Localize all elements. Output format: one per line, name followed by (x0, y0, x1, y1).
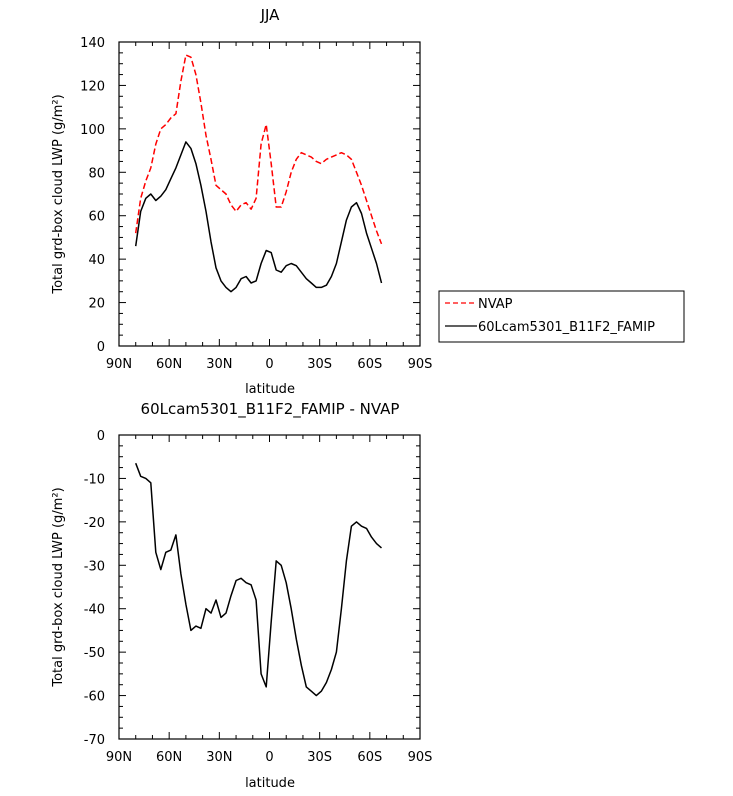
legend: NVAP 60Lcam5301_B11F2_FAMIP (438, 290, 685, 343)
bottom-series-group (134, 462, 382, 697)
y-tick-label: 100 (80, 123, 105, 138)
y-tick-label: 140 (80, 36, 105, 51)
x-tick-label: 0 (265, 357, 273, 372)
x-tick-label: 90S (408, 750, 433, 765)
top-x-axis-label: latitude (245, 382, 295, 397)
bottom-panel: 60Lcam5301_B11F2_FAMIP - NVAP 90N 60N 30N 0… (51, 400, 432, 791)
y-tick-label: 60 (88, 210, 105, 225)
y-tick-label: -10 (84, 472, 105, 487)
x-tick-label: 60S (357, 357, 382, 372)
y-tick-label: -70 (84, 733, 105, 748)
bottom-x-axis-label: latitude (245, 776, 295, 791)
bottom-chart-title: 60Lcam5301_B11F2_FAMIP - NVAP (141, 400, 400, 419)
top-series-line-60lcam5301-b11f2-famip (134, 141, 383, 293)
x-tick-label: 90N (106, 357, 132, 372)
x-tick-label: 60S (357, 750, 382, 765)
y-tick-label: -60 (84, 690, 105, 705)
top-plot-frame (118, 41, 421, 347)
top-axis-ticks: 90N 60N 30N 0 30S 60S 90S 0 20 40 60 80 100 120 140 (80, 36, 432, 372)
x-tick-label: 30N (206, 750, 232, 765)
x-tick-label: 90S (408, 357, 433, 372)
bottom-series-line-difference (134, 462, 382, 697)
y-tick-label: 120 (80, 79, 105, 94)
x-tick-label: 30N (206, 357, 232, 372)
y-tick-label: 80 (88, 166, 105, 181)
bottom-axis-ticks: 90N 60N 30N 0 30S 60S 90S -70 -60 -50 -40 -30 -20 -10… (84, 429, 433, 765)
y-tick-label: 0 (97, 340, 105, 355)
top-panel: JJA 90N 60N 30N 0 30S 60S 90S 0 20 40 60 80 100 120 14… (51, 6, 685, 397)
y-tick-label: -20 (84, 516, 105, 531)
top-series-line-nvap (134, 54, 383, 245)
y-tick-label: 40 (88, 253, 105, 268)
x-tick-label: 90N (106, 750, 132, 765)
y-tick-label: -50 (84, 646, 105, 661)
y-tick-label: -40 (84, 603, 105, 618)
top-series-group (134, 54, 383, 293)
y-tick-label: 20 (88, 297, 105, 312)
legend-label-model: 60Lcam5301_B11F2_FAMIP (478, 320, 655, 335)
x-tick-label: 60N (156, 357, 182, 372)
y-tick-label: 0 (97, 429, 105, 444)
x-tick-label: 0 (265, 750, 273, 765)
bottom-y-axis-label: Total grd-box cloud LWP (g/m²) (51, 487, 66, 687)
x-tick-label: 60N (156, 750, 182, 765)
y-tick-label: -30 (84, 559, 105, 574)
top-chart-title: JJA (260, 6, 281, 24)
x-tick-label: 30S (307, 357, 332, 372)
legend-box (438, 290, 685, 343)
bottom-plot-frame (118, 434, 421, 740)
top-y-axis-label: Total grd-box cloud LWP (g/m²) (51, 94, 66, 294)
x-tick-label: 30S (307, 750, 332, 765)
legend-label-nvap: NVAP (478, 297, 513, 312)
